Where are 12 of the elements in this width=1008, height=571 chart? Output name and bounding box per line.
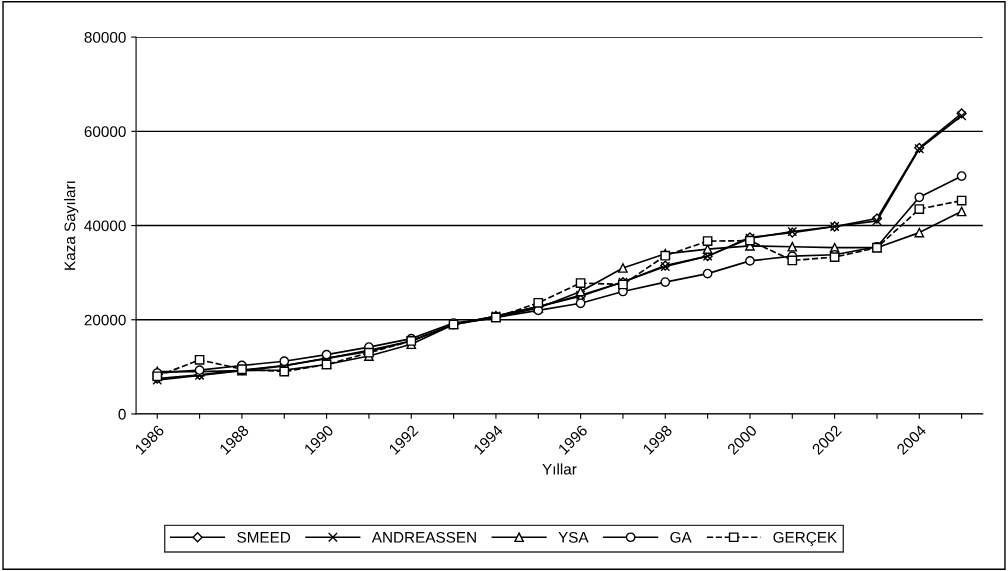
legend-label: GERÇEK: [773, 531, 838, 546]
y-tick-label: 20000: [84, 314, 126, 326]
y-tick-label: 40000: [84, 220, 126, 232]
legend-label: ANDREASSEN: [371, 531, 476, 543]
y-axis-title: Kaza Sayıları: [64, 181, 79, 270]
y-tick-label: 80000: [84, 31, 126, 43]
legend-label: SMEED: [237, 531, 291, 543]
y-tick-label: 60000: [84, 126, 126, 138]
legend-label: GA: [670, 531, 692, 543]
y-tick-label: 0: [118, 408, 126, 420]
legend-label: YSA: [558, 531, 589, 543]
x-axis-title: Yıllar: [542, 463, 577, 475]
